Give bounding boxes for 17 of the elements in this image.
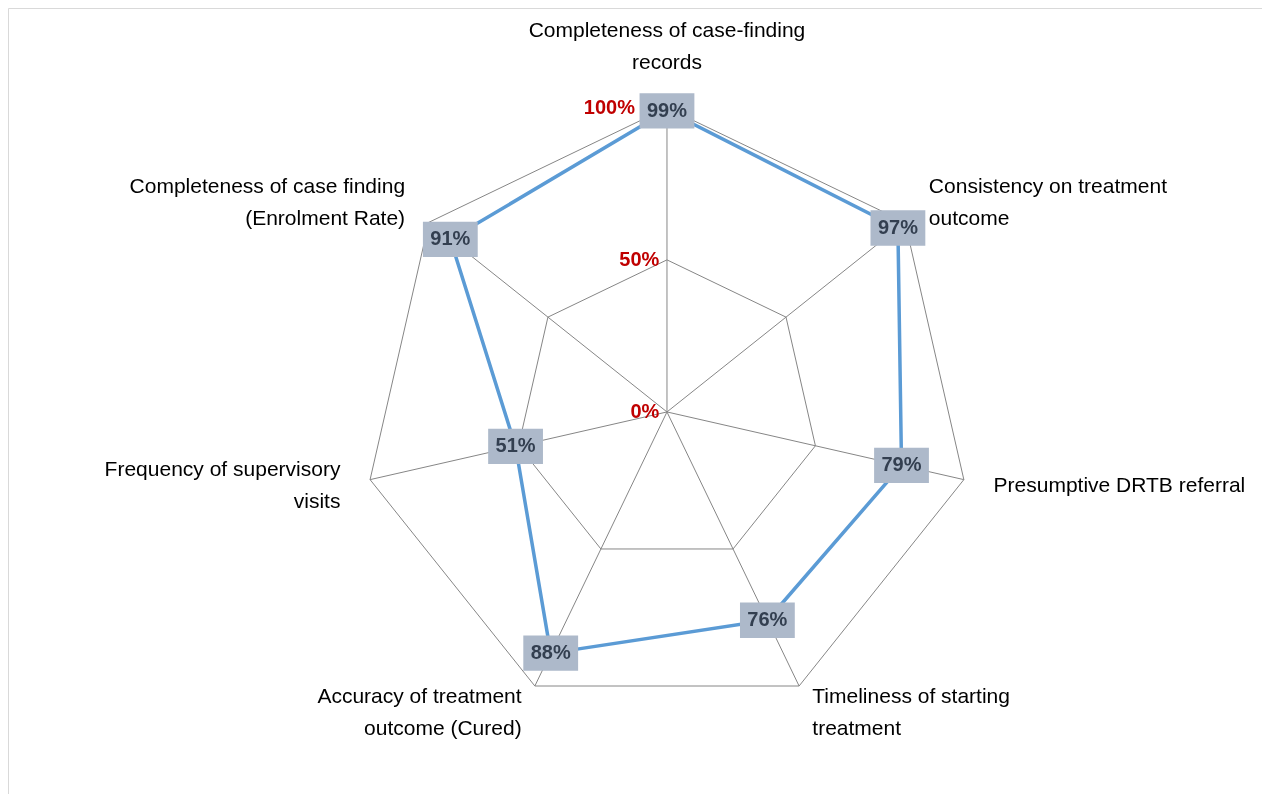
data-label: 99% (646, 98, 688, 121)
spoke-label: Completeness of case-finding records (528, 18, 806, 74)
data-label: 51% (495, 434, 536, 457)
spoke-label: Consistency on treatment outcome (928, 174, 1168, 230)
data-label: 79% (881, 453, 922, 476)
spoke-label: Timeliness of starting treatment (812, 684, 1010, 740)
y-tick-label: 100% (583, 95, 636, 118)
data-label: 97% (877, 215, 919, 238)
spoke-label: Completeness of case finding (Enrolment Rate) (129, 174, 406, 230)
spoke-label: Presumptive DRTB referral (993, 473, 1246, 497)
spoke-label: Accuracy of treatment outcome (Cured) (317, 684, 522, 740)
data-label: 76% (747, 608, 788, 631)
y-tick-label: 0% (630, 399, 660, 422)
data-label: 88% (530, 641, 571, 664)
data-label: 91% (430, 227, 471, 250)
y-tick-label: 50% (619, 247, 660, 270)
spoke-label: Frequency of supervisory visits (104, 457, 341, 513)
